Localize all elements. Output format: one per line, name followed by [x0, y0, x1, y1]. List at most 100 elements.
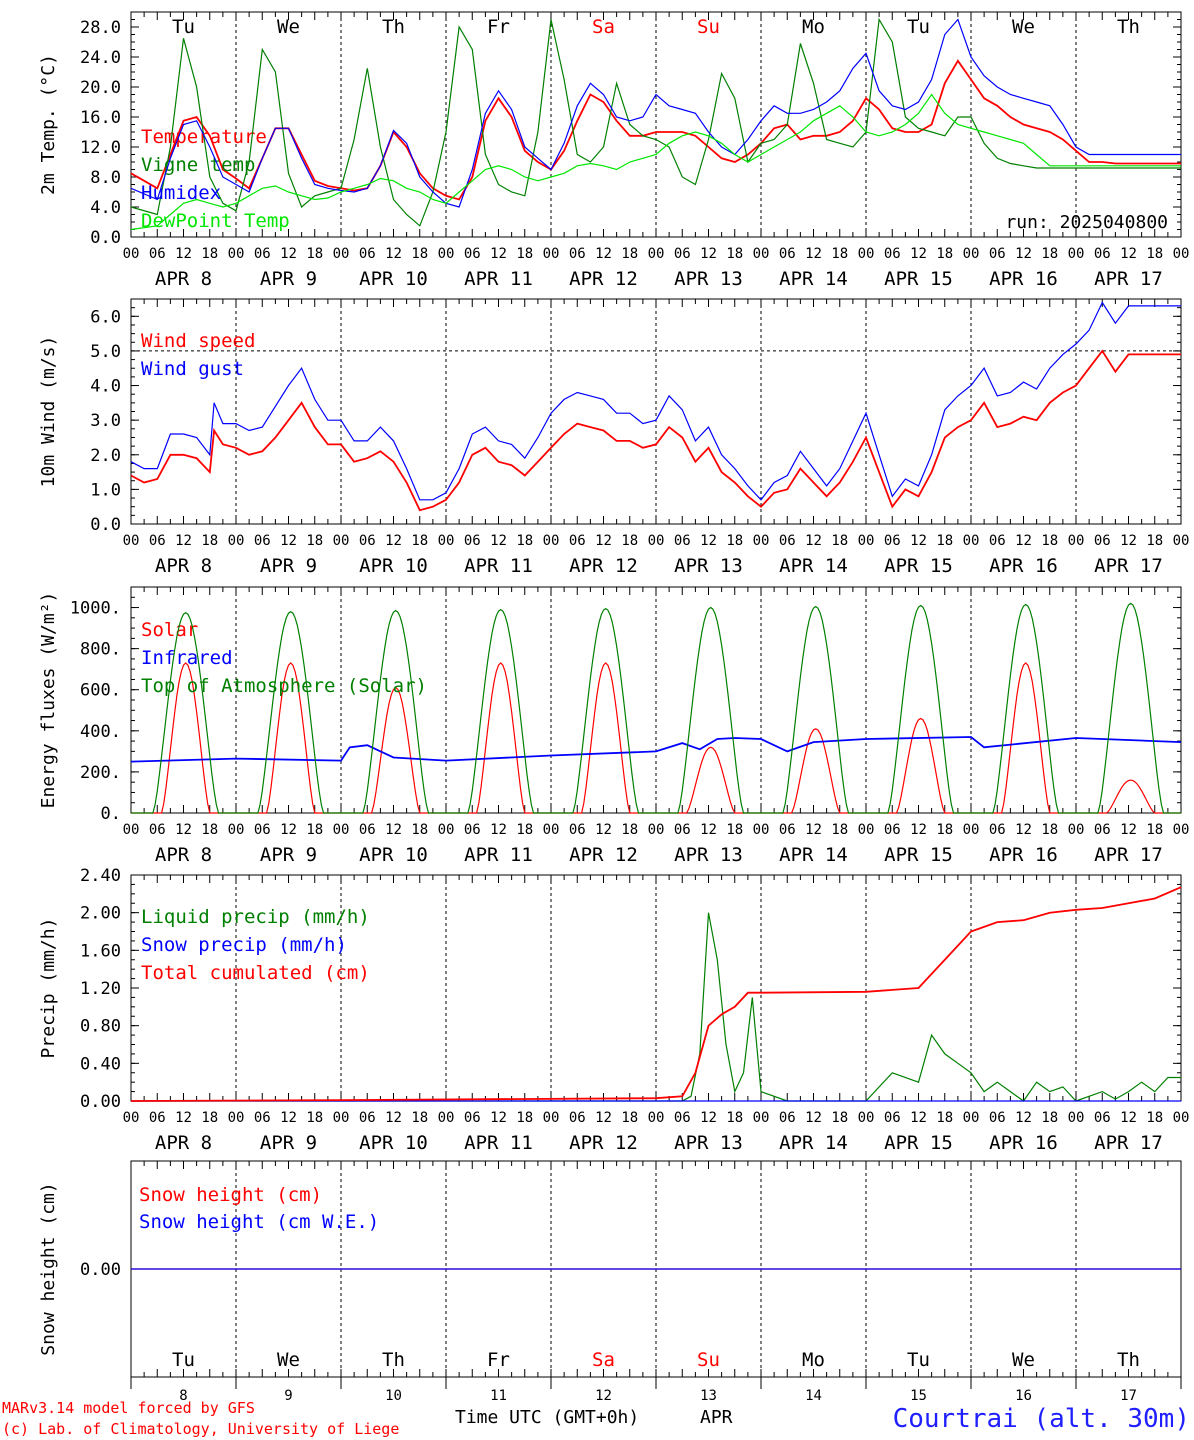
x-day-number: 9 [284, 1388, 292, 1404]
x-hour-label: 06 [674, 1110, 691, 1126]
y-tick-label: 1.0 [90, 480, 121, 500]
x-hour-label: 18 [1041, 822, 1058, 838]
x-hour-label: 00 [753, 1110, 770, 1126]
x-hour-label: 00 [333, 533, 350, 549]
x-hour-label: 12 [1015, 1110, 1032, 1126]
y-tick-label: 2.0 [90, 446, 121, 466]
legend-entry: DewPoint Temp [141, 210, 290, 232]
x-hour-label: 12 [175, 822, 192, 838]
panel-frame [130, 298, 1182, 525]
x-hour-label: 18 [306, 1110, 323, 1126]
legend-entry: Solar [141, 619, 198, 641]
x-hour-label: 18 [621, 1110, 638, 1126]
x-hour-label: 12 [595, 533, 612, 549]
x-date-label: APR 11 [464, 268, 533, 290]
y-tick-label: 0.00 [80, 1092, 121, 1112]
x-hour-label: 00 [1173, 533, 1190, 549]
y-tick-label: 200. [80, 763, 121, 783]
series-line [130, 301, 1181, 501]
day-of-week-label: We [277, 1349, 300, 1371]
x-hour-label: 00 [963, 1110, 980, 1126]
day-of-week-label: Fr [487, 1349, 510, 1371]
x-hour-label: 06 [674, 822, 691, 838]
x-hour-label: 06 [1094, 822, 1111, 838]
x-hour-label: 00 [858, 1110, 875, 1126]
x-date-label: APR 16 [989, 555, 1058, 577]
x-date-label: APR 17 [1094, 555, 1163, 577]
x-hour-label: 18 [831, 1110, 848, 1126]
x-hour-label: 06 [254, 246, 271, 262]
x-date-label: APR 16 [989, 268, 1058, 290]
day-of-week-label: Mo [802, 1349, 825, 1371]
x-hour-label: 12 [700, 533, 717, 549]
x-hour-label: 18 [411, 246, 428, 262]
x-hour-label: 12 [700, 246, 717, 262]
x-hour-label: 06 [149, 822, 166, 838]
y-tick-label: 24.0 [80, 48, 121, 68]
legend-entry: Snow precip (mm/h) [141, 934, 347, 956]
x-hour-label: 18 [1041, 246, 1058, 262]
legend-entry: Wind gust [141, 358, 244, 380]
y-tick-label: 20.0 [80, 78, 121, 98]
x-day-number: 17 [1120, 1388, 1137, 1404]
x-hour-label: 06 [884, 533, 901, 549]
x-hour-label: 18 [1146, 1110, 1163, 1126]
series-line [130, 349, 1181, 512]
x-hour-label: 00 [648, 533, 665, 549]
x-hour-label: 00 [1068, 822, 1085, 838]
x-hour-label: 06 [359, 1110, 376, 1126]
x-date-label: APR 11 [464, 844, 533, 866]
x-hour-label: 06 [149, 246, 166, 262]
y-axis-label: 2m Temp. (°C) [38, 54, 59, 195]
x-hour-label: 00 [858, 822, 875, 838]
x-hour-label: 06 [569, 533, 586, 549]
x-date-label: APR 14 [779, 268, 848, 290]
day-of-week-label: Tu [907, 16, 930, 38]
x-hour-label: 00 [543, 822, 560, 838]
x-hour-label: 12 [805, 533, 822, 549]
y-tick-label: 0.40 [80, 1054, 121, 1074]
y-tick-label: 0. [101, 804, 121, 824]
day-of-week-label: Tu [172, 1349, 195, 1371]
x-hour-label: 12 [805, 246, 822, 262]
x-hour-label: 18 [726, 246, 743, 262]
x-day-number: 8 [179, 1388, 187, 1404]
series-line [130, 736, 1182, 763]
x-day-number: 11 [490, 1388, 507, 1404]
day-of-week-label: We [1012, 16, 1035, 38]
day-of-week-label: Sa [592, 1349, 615, 1371]
panel-3: 0. 200. 400. 600. 800. 1000. Energy fluxes (W/… [38, 586, 1189, 866]
series-line [130, 93, 1181, 231]
x-hour-label: 12 [385, 246, 402, 262]
x-hour-label: 12 [175, 246, 192, 262]
x-hour-label: 00 [123, 533, 140, 549]
x-hour-label: 12 [805, 822, 822, 838]
x-date-label: APR 9 [260, 1132, 317, 1154]
legend-entry: Infrared [141, 647, 233, 669]
x-hour-label: 12 [1015, 246, 1032, 262]
legend-entry: Total cumulated (cm) [141, 962, 370, 984]
legend-entry: Vigne temp [141, 154, 255, 176]
x-date-label: APR 13 [674, 555, 743, 577]
x-hour-label: 00 [228, 822, 245, 838]
x-date-label: APR 8 [155, 555, 212, 577]
x-hour-label: 00 [648, 822, 665, 838]
x-hour-label: 00 [333, 1110, 350, 1126]
x-hour-label: 18 [936, 1110, 953, 1126]
x-hour-label: 18 [936, 822, 953, 838]
x-hour-label: 18 [936, 246, 953, 262]
x-hour-label: 18 [201, 246, 218, 262]
y-tick-label: 0.0 [90, 515, 121, 535]
x-hour-label: 18 [831, 822, 848, 838]
panels: 0.0 4.0 8.0 12.0 16.0 20.0 24.0 28.0 2m Temp. (°… [38, 11, 1190, 1404]
y-tick-label: 4.0 [90, 198, 121, 218]
x-hour-label: 06 [464, 822, 481, 838]
x-date-label: APR 17 [1094, 268, 1163, 290]
x-date-label: APR 10 [359, 1132, 428, 1154]
x-hour-label: 12 [1120, 1110, 1137, 1126]
x-hour-label: 12 [595, 1110, 612, 1126]
day-of-week-label: Sa [592, 16, 615, 38]
x-date-label: APR 14 [779, 555, 848, 577]
x-hour-label: 00 [1173, 246, 1190, 262]
